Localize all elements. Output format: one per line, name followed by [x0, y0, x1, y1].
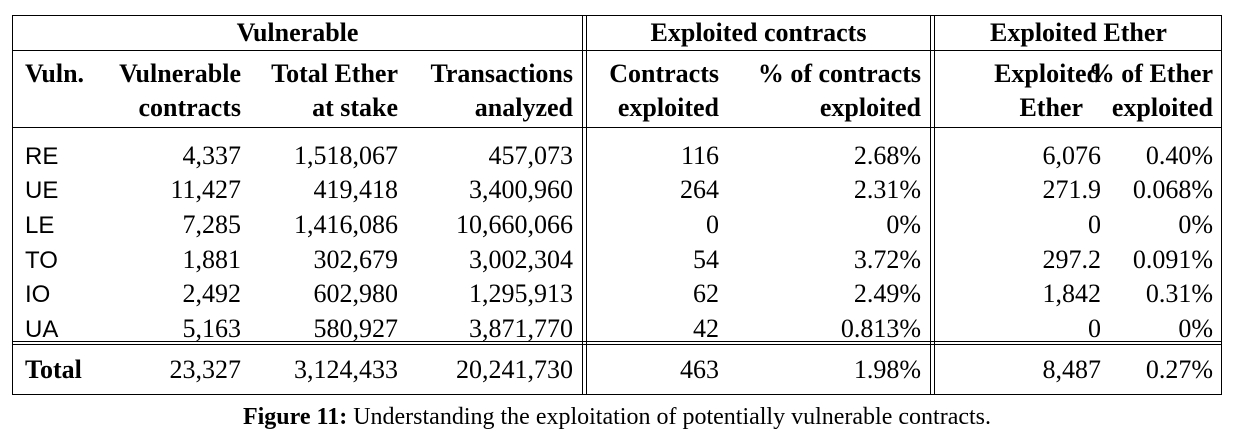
table-cell: 457,073: [488, 141, 574, 170]
table-cell: 580,927: [313, 314, 399, 343]
table-cell: 1,518,067: [294, 141, 398, 170]
header-bottom-rule: [13, 127, 1221, 128]
total-cell: 3,124,433: [294, 355, 398, 384]
col-header-transactions-2: analyzed: [474, 93, 573, 122]
col-header-pct-contracts-2: exploited: [819, 93, 921, 122]
col-header-pct-ether-2: exploited: [1111, 93, 1213, 122]
col-header-vulnerable-contracts-2: contracts: [138, 93, 241, 122]
table-cell: 42: [693, 314, 719, 343]
col-header-vulnerable-contracts-1: Vulnerable: [119, 59, 241, 88]
table-cell: 271.9: [1042, 175, 1102, 204]
total-row-label: Total: [25, 355, 82, 384]
table-cell: 5,163: [182, 314, 242, 343]
table-cell: 264: [680, 175, 719, 204]
col-header-vuln: Vuln.: [25, 59, 85, 88]
table-cell: 54: [693, 245, 719, 274]
total-rule-2: [13, 344, 1221, 345]
table-cell: 2.68%: [853, 141, 921, 170]
total-cell: 463: [680, 355, 719, 384]
table-cell: 2.31%: [853, 175, 921, 204]
total-rule-1: [13, 341, 1221, 342]
table-cell: 1,295,913: [469, 279, 573, 308]
table-cell: 0: [1088, 210, 1101, 239]
table-cell: 0: [1088, 314, 1101, 343]
table-cell: 3,002,304: [469, 245, 573, 274]
group-separator-1a: [582, 16, 583, 394]
row-vuln-label: IO: [25, 281, 51, 308]
group-separator-2a: [930, 16, 931, 394]
table-cell: 4,337: [182, 141, 242, 170]
total-cell: 8,487: [1042, 355, 1102, 384]
group-header-exploited-ether: Exploited Ether: [990, 18, 1167, 47]
figure-caption-text: Understanding the exploitation of potent…: [347, 404, 992, 430]
table-cell: 419,418: [313, 175, 399, 204]
row-vuln-label: UE: [25, 177, 59, 204]
table-cell: 302,679: [313, 245, 399, 274]
col-header-total-ether-2: at stake: [312, 93, 398, 122]
table-cell: 62: [693, 279, 719, 308]
col-header-transactions-1: Transactions: [430, 59, 573, 88]
table-cell: 2.49%: [853, 279, 921, 308]
table-cell: 0.068%: [1132, 175, 1213, 204]
group-header-vulnerable: Vulnerable: [236, 18, 359, 47]
table-cell: 11,427: [170, 175, 241, 204]
col-header-contracts-exploited-1: Contracts: [609, 59, 719, 88]
table-cell: 0%: [1178, 314, 1213, 343]
row-vuln-label: LE: [25, 212, 55, 239]
header-group-rule: [13, 50, 1221, 51]
table-cell: 602,980: [313, 279, 399, 308]
col-header-pct-contracts-1: % of contracts: [757, 59, 921, 88]
total-cell: 1.98%: [853, 355, 921, 384]
table-cell: 1,881: [182, 245, 242, 274]
table-cell: 10,660,066: [456, 210, 573, 239]
row-vuln-label: RE: [25, 143, 59, 170]
col-header-contracts-exploited-2: exploited: [617, 93, 719, 122]
table-cell: 0.813%: [840, 314, 921, 343]
col-header-total-ether-1: Total Ether: [271, 59, 398, 88]
total-cell: 23,327: [169, 355, 242, 384]
table-cell: 0.091%: [1132, 245, 1213, 274]
table-cell: 2,492: [182, 279, 242, 308]
table-cell: 7,285: [182, 210, 242, 239]
figure-caption: Figure 11: Understanding the exploitatio…: [0, 402, 1234, 432]
col-header-exploited-ether-1: Exploited: [994, 59, 1101, 88]
group-separator-1b: [586, 16, 587, 394]
table-cell: 0%: [886, 210, 921, 239]
col-header-pct-ether-1: % of Ether: [1088, 59, 1213, 88]
table-cell: 0: [706, 210, 719, 239]
table-cell: 3,400,960: [469, 175, 573, 204]
table-cell: 1,416,086: [294, 210, 398, 239]
group-separator-2b: [934, 16, 935, 394]
row-vuln-label: UA: [25, 316, 59, 343]
row-vuln-label: TO: [25, 247, 58, 274]
results-table: Vulnerable Exploited contracts Exploited…: [12, 15, 1222, 395]
table-cell: 1,842: [1042, 279, 1102, 308]
table-cell: 0.31%: [1145, 279, 1213, 308]
table-cell: 0.40%: [1145, 141, 1213, 170]
table-cell: 116: [680, 141, 719, 170]
total-cell: 0.27%: [1145, 355, 1213, 384]
group-header-exploited-contracts: Exploited contracts: [650, 18, 867, 47]
table-cell: 3.72%: [853, 245, 921, 274]
table-cell: 6,076: [1042, 141, 1102, 170]
table-cell: 3,871,770: [469, 314, 573, 343]
figure-label: Figure 11:: [242, 404, 348, 430]
table-cell: 297.2: [1042, 245, 1102, 274]
total-cell: 20,241,730: [456, 355, 573, 384]
table-cell: 0%: [1178, 210, 1213, 239]
col-header-exploited-ether-2: Ether: [1019, 93, 1083, 122]
